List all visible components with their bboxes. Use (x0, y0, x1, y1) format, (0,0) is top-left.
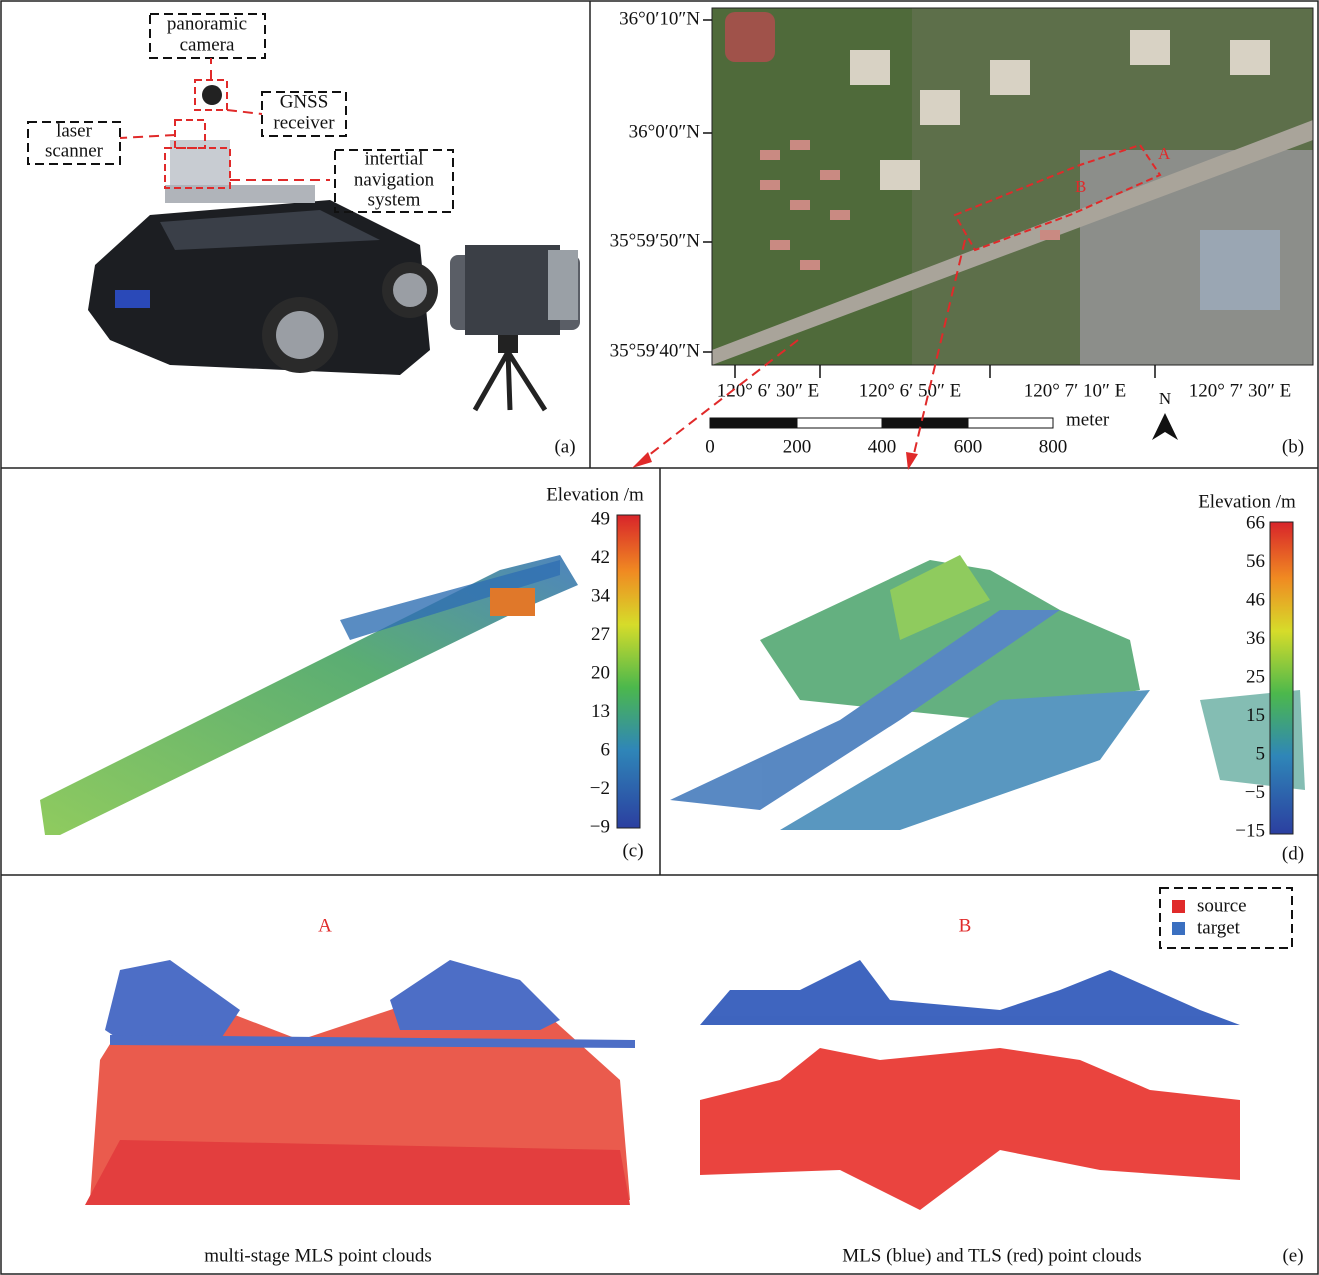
lon-label: 120° 7′ 30″ E (1189, 380, 1292, 401)
figure: panoramic camera GNSS receiver laser sca… (0, 0, 1319, 1275)
panel-tag: (e) (1282, 1245, 1303, 1266)
label: system (368, 189, 421, 210)
label: laser (56, 120, 93, 141)
colorbar-tick-label: 6 (601, 739, 611, 760)
car-photo (88, 80, 438, 375)
colorbar-title: Elevation /m (546, 484, 644, 505)
colorbar-tick-label: 13 (591, 701, 610, 722)
scale-label: 200 (783, 436, 812, 457)
lat-label: 35°59′50″N (610, 230, 701, 251)
caption: multi-stage MLS point clouds (204, 1245, 431, 1266)
north-arrow (1152, 413, 1178, 440)
colorbar-tick-label: 66 (1246, 512, 1265, 533)
scale-segment (882, 418, 968, 428)
colorbar-tick-label: 20 (591, 662, 610, 683)
label: scanner (45, 140, 104, 161)
colorbar-tick-label: −9 (590, 816, 610, 837)
scale-unit: meter (1066, 409, 1110, 430)
colorbar-tick-label: 49 (591, 508, 610, 529)
label: intertial (364, 148, 423, 169)
subplot-title: B (959, 915, 972, 936)
label: navigation (354, 169, 435, 190)
map-mark: A (1158, 144, 1171, 163)
colorbar-tick-label: 56 (1246, 551, 1265, 572)
scale-label: 800 (1039, 436, 1068, 457)
tls-scanner-photo (450, 245, 580, 410)
panel-tag: (c) (622, 840, 643, 861)
colorbar-tick-label: −2 (590, 778, 610, 799)
point-cloud (40, 555, 578, 835)
legend-label: target (1197, 917, 1241, 938)
colorbar-tick-label: 34 (591, 585, 611, 606)
lat-label: 36°0′10″N (619, 8, 700, 29)
colorbar-tick-label: 25 (1246, 666, 1265, 687)
colorbar-tick-label: 42 (591, 547, 610, 568)
subplot-title: A (318, 915, 332, 936)
lat-label: 36°0′0″N (629, 121, 701, 142)
scale-label: 0 (705, 436, 715, 457)
legend-label: source (1197, 895, 1247, 916)
label: camera (180, 34, 235, 55)
lat-label: 35°59′40″N (610, 340, 701, 361)
satellite-map (712, 8, 1313, 365)
point-cloud (670, 555, 1305, 830)
scale-label: 400 (868, 436, 897, 457)
scale-segment (968, 418, 1053, 428)
legend-swatch (1172, 900, 1185, 913)
scale-segment (710, 418, 797, 428)
colorbar (617, 515, 640, 828)
panel-tag: (d) (1282, 843, 1304, 864)
panel-tag: (b) (1282, 436, 1304, 457)
colorbar-tick-label: 27 (591, 624, 610, 645)
lon-label: 120° 7′ 10″ E (1024, 380, 1127, 401)
caption: MLS (blue) and TLS (red) point clouds (842, 1245, 1141, 1266)
map-mark: B (1075, 177, 1086, 196)
colorbar-tick-label: 15 (1246, 705, 1265, 726)
label: receiver (273, 112, 335, 133)
point-cloud (85, 960, 1240, 1210)
colorbar-tick-label: −15 (1235, 820, 1265, 841)
colorbar-tick-label: 46 (1246, 589, 1265, 610)
north-label: N (1159, 389, 1171, 408)
colorbar (1270, 522, 1293, 834)
scale-label: 600 (954, 436, 983, 457)
colorbar-title: Elevation /m (1198, 491, 1296, 512)
lon-label: 120° 6′ 50″ E (859, 380, 962, 401)
label: panoramic (167, 13, 247, 34)
colorbar-tick-label: 5 (1256, 743, 1266, 764)
colorbar-tick-label: −5 (1245, 782, 1265, 803)
label: GNSS (280, 91, 329, 112)
scale-segment (797, 418, 882, 428)
colorbar-tick-label: 36 (1246, 628, 1265, 649)
legend-swatch (1172, 922, 1185, 935)
panel-tag: (a) (554, 436, 575, 457)
